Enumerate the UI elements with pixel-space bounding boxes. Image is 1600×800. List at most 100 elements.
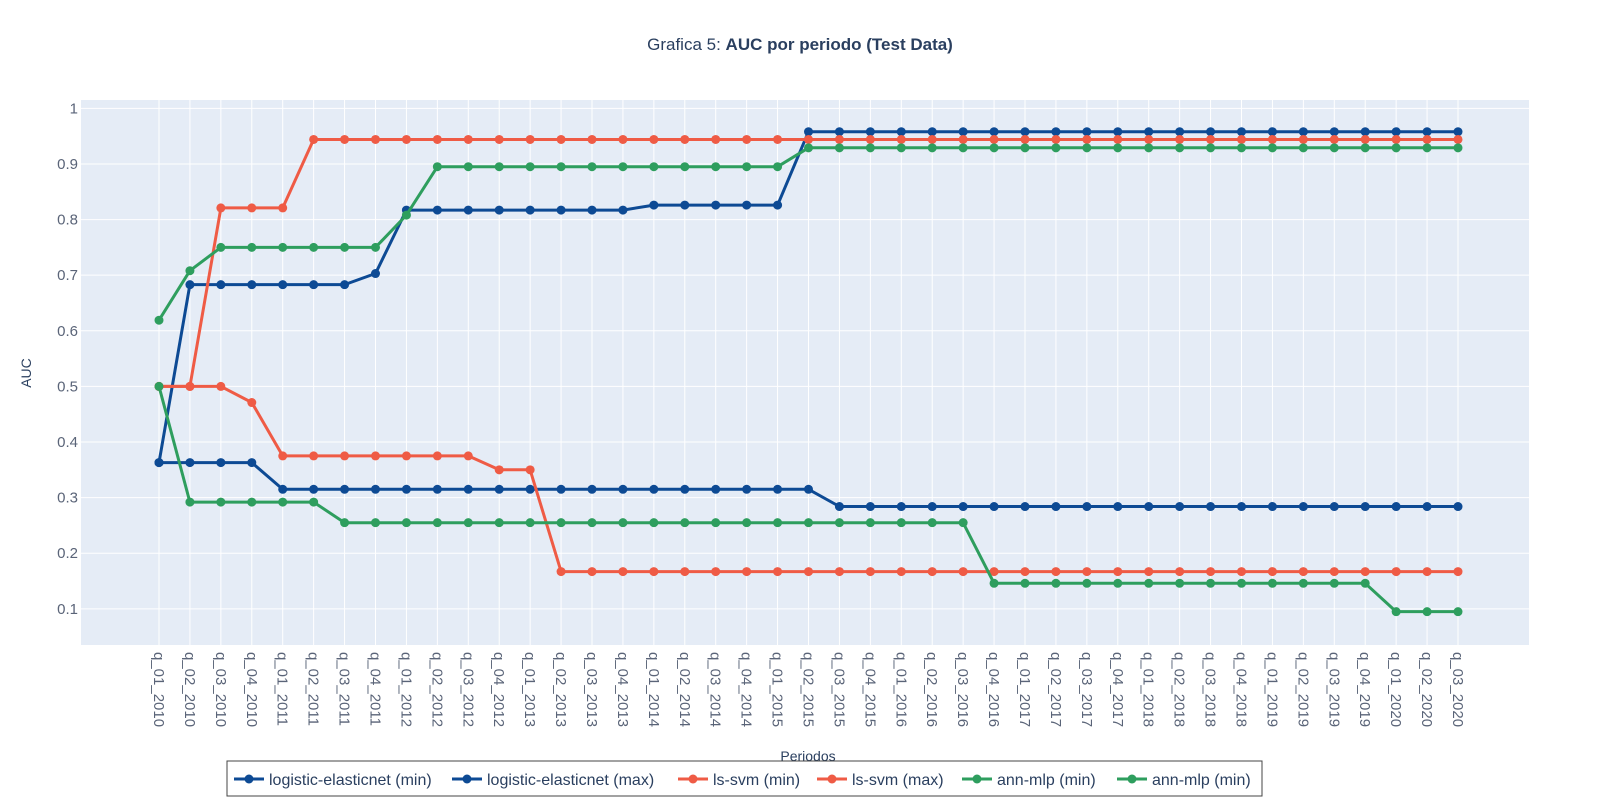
chart-title-prefix: Grafica 5: (647, 35, 725, 54)
data-point (773, 518, 783, 528)
data-point (804, 143, 813, 153)
data-point (1453, 143, 1463, 153)
data-point (1267, 578, 1277, 588)
x-tick-label: q_03_2019 (1325, 652, 1342, 727)
data-point (804, 484, 813, 494)
data-point (1267, 502, 1277, 512)
data-point (587, 162, 597, 172)
data-point (1360, 578, 1370, 588)
data-point (340, 134, 350, 144)
data-point (1237, 127, 1246, 137)
data-point (401, 518, 411, 528)
data-point (309, 280, 319, 290)
x-tick-label: q_01_2012 (397, 652, 414, 727)
x-tick-label: q_02_2010 (181, 652, 198, 727)
data-point (1113, 567, 1123, 577)
data-point (432, 162, 442, 172)
data-point (216, 280, 226, 290)
data-point (1051, 578, 1061, 588)
data-point (556, 162, 566, 172)
data-point (711, 518, 721, 528)
data-point (896, 134, 906, 144)
data-point (525, 134, 535, 144)
y-tick-labels: 0.1 0.2 0.3 0.4 0.5 0.6 0.7 0.8 0.9 1 (57, 100, 78, 618)
data-point (154, 315, 164, 325)
legend-box (226, 760, 1263, 797)
plot-area (81, 100, 1529, 645)
data-point (340, 518, 350, 528)
y-tick-label: 0.7 (57, 267, 78, 284)
data-point (309, 484, 319, 494)
data-point (340, 484, 350, 494)
data-point (309, 497, 319, 507)
data-point (1206, 134, 1216, 144)
legend-swatch-marker (827, 774, 837, 784)
data-point (185, 497, 195, 507)
y-tick-label: 1 (70, 100, 78, 117)
data-point (1082, 127, 1092, 137)
data-point (1051, 134, 1061, 144)
data-point (742, 200, 752, 210)
data-point (216, 381, 226, 391)
data-point (371, 484, 380, 494)
series-layer (154, 127, 1463, 617)
data-point (371, 451, 380, 461)
x-tick-label: q_01_2017 (1016, 652, 1033, 727)
legend-label: ann-mlp (min) (1152, 772, 1251, 789)
x-tick-label: q_02_2013 (552, 652, 569, 727)
data-point (463, 484, 473, 494)
x-tick-label: q_03_2013 (583, 652, 600, 727)
data-point (247, 242, 257, 252)
x-tick-label: q_03_2017 (1078, 652, 1095, 727)
legend-label: ann-mlp (min) (997, 772, 1096, 789)
data-point (216, 242, 226, 252)
data-point (1206, 127, 1216, 137)
data-point (1144, 502, 1154, 512)
data-point (1391, 502, 1401, 512)
data-point (587, 134, 597, 144)
x-tick-label: q_02_2017 (1047, 652, 1064, 727)
x-tick-label: q_03_2015 (830, 652, 847, 727)
data-point (216, 458, 226, 468)
data-point (834, 502, 844, 512)
data-point (525, 205, 535, 215)
data-point (587, 518, 597, 528)
data-point (494, 465, 504, 475)
data-point (896, 567, 906, 577)
data-point (1267, 134, 1277, 144)
data-point (1360, 502, 1370, 512)
data-point (1329, 127, 1339, 137)
data-point (989, 578, 999, 588)
legend-label: ls-svm (max) (852, 772, 944, 789)
data-point (587, 567, 597, 577)
y-tick-label: 0.9 (57, 156, 78, 173)
data-point (371, 134, 380, 144)
data-point (1391, 567, 1401, 577)
data-point (371, 518, 380, 528)
data-point (773, 134, 783, 144)
x-tick-label: q_01_2013 (521, 652, 538, 727)
x-tick-label: q_04_2018 (1233, 652, 1250, 727)
x-tick-label: q_02_2014 (676, 652, 693, 727)
series-0 (154, 458, 1463, 512)
data-point (432, 518, 442, 528)
data-point (927, 134, 937, 144)
legend-label: ls-svm (min) (713, 772, 800, 789)
data-point (1206, 502, 1216, 512)
data-point (711, 200, 721, 210)
data-point (340, 242, 350, 252)
x-tick-label: q_04_2013 (614, 652, 631, 727)
data-point (927, 127, 937, 137)
data-point (247, 458, 257, 468)
data-point (1298, 134, 1308, 144)
data-point (216, 203, 226, 213)
data-point (525, 484, 535, 494)
x-tick-label: q_02_2019 (1294, 652, 1311, 727)
data-point (1082, 143, 1092, 153)
data-point (1113, 502, 1123, 512)
data-point (1391, 134, 1401, 144)
legend-swatch-marker (1127, 774, 1137, 784)
data-point (340, 280, 350, 290)
data-point (618, 567, 628, 577)
data-point (1237, 143, 1246, 153)
